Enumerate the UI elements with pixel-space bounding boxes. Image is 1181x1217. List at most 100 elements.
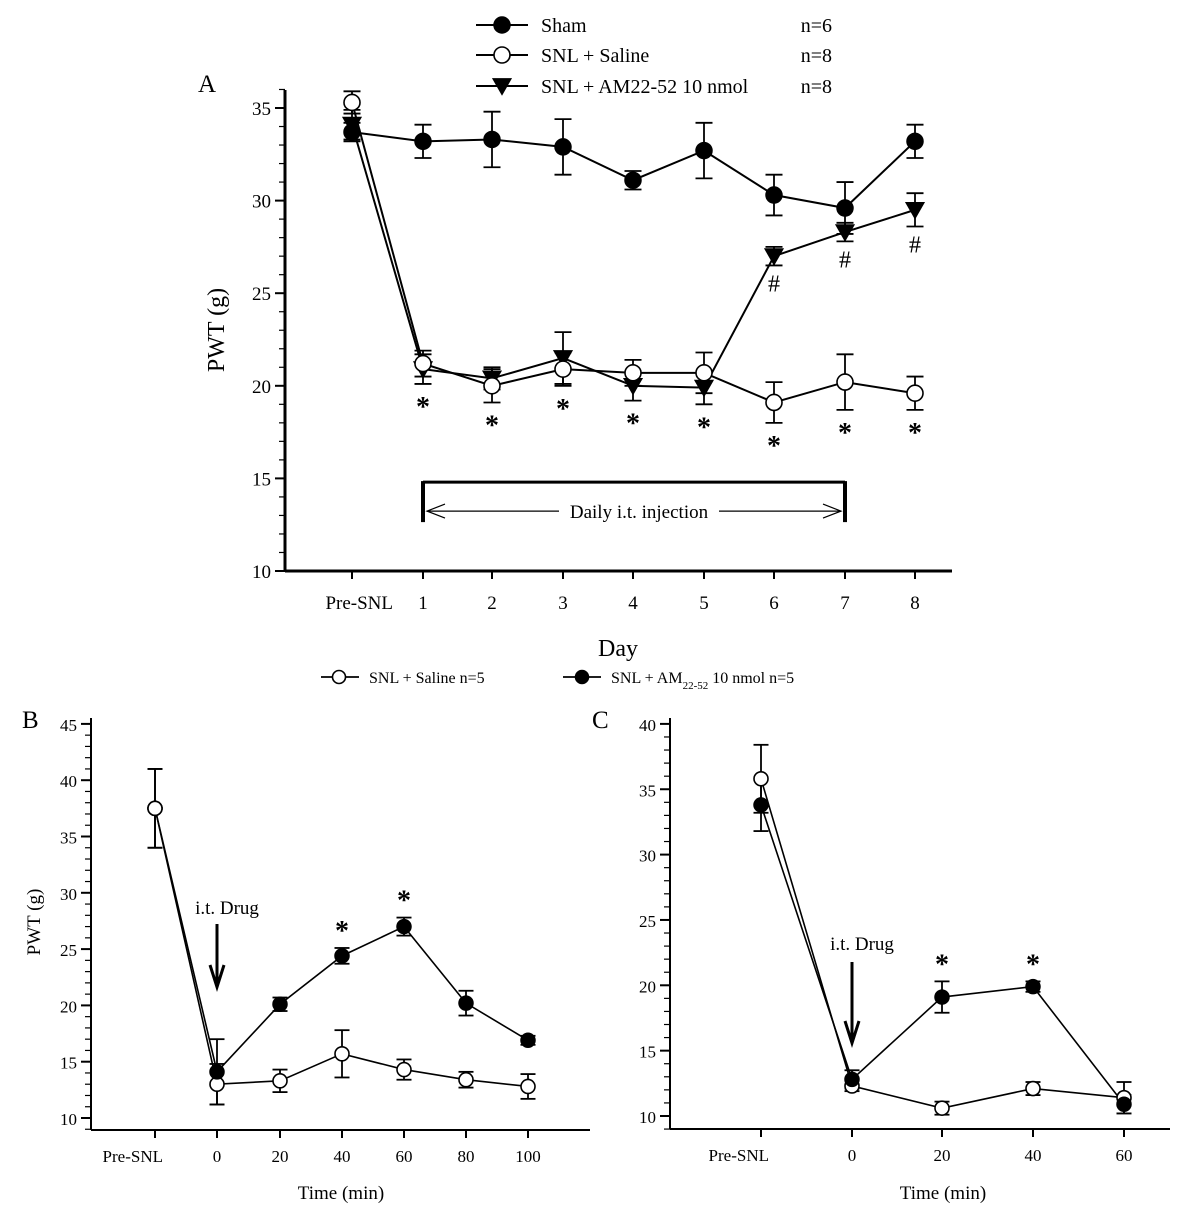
panel-a-data-point — [904, 202, 926, 220]
panel-a-y-tick-label: 10 — [252, 562, 271, 583]
panel-a-data-point — [763, 248, 785, 266]
panel-b-data-point — [458, 1071, 474, 1088]
panel-b-y-tick-label: 45 — [60, 716, 77, 735]
panel-b-data-point — [520, 1078, 536, 1095]
significance-star: * — [335, 916, 349, 947]
injection-arrow-left-head — [425, 503, 446, 519]
panel-a-data-point — [554, 138, 572, 156]
panel-a-data-point — [836, 199, 854, 217]
panel-b-x-tick-label: 80 — [458, 1147, 475, 1166]
panel-b: B PWT (g) Time (min) 10 15 20 25 30 35 40 45 Pre… — [22, 707, 590, 1204]
panel-a-data-point — [624, 364, 642, 382]
panel-a-x-tick-label: 1 — [418, 593, 428, 614]
significance-star: * — [697, 412, 711, 443]
panel-c-y-tick-label: 20 — [639, 977, 656, 996]
panel-a-plot: 10 15 20 25 30 35 Pre-SNL 1 2 3 4 5 6 7 8 * * * * * * * * # # # Da… — [252, 88, 952, 614]
panel-a-x-tick-label: 2 — [487, 593, 497, 614]
significance-hash: # — [909, 233, 921, 259]
panel-b-y-tick-label: 40 — [60, 772, 77, 791]
significance-star: * — [416, 392, 430, 423]
panel-a-y-title: PWT (g) — [204, 288, 230, 372]
panel-a-series-line — [351, 102, 916, 404]
panel-a-data-point — [906, 384, 924, 403]
panel-a-data-point — [765, 393, 783, 412]
panel-a-x-tick-label: Pre-SNL — [325, 593, 393, 614]
injection-label: Daily i.t. injection — [570, 502, 709, 523]
panel-a-series-line — [351, 131, 916, 210]
panel-b-x-tick-label: 60 — [396, 1147, 413, 1166]
panel-c-y-tick-label: 15 — [639, 1043, 656, 1062]
panel-b-plot: 10 15 20 25 30 35 40 45 Pre-SNL 0 20 40 60 80 100 i.t. … — [60, 716, 590, 1166]
panel-b-data-point — [520, 1032, 536, 1049]
panel-a-data-point — [906, 132, 924, 151]
panel-c-y-tick-label: 35 — [639, 781, 656, 800]
panel-c-y-tick-label: 30 — [639, 847, 656, 866]
panel-c-data-point — [1025, 1080, 1041, 1097]
panel-b-data-point — [396, 918, 412, 935]
panel-a-x-tick-label: 3 — [558, 593, 568, 614]
panel-c-data-point — [1025, 978, 1041, 995]
panel-c-data-point — [1116, 1096, 1132, 1112]
panel-b-y-tick-label: 15 — [60, 1054, 77, 1073]
panel-c: C Time (min) 10 15 20 25 30 35 40 Pre-SNL 0 20 40 6… — [592, 707, 1170, 1204]
panel-c-data-point — [844, 1071, 860, 1088]
panel-c-data-point — [934, 989, 950, 1005]
panel-a-label: A — [198, 71, 216, 98]
significance-star: * — [1026, 949, 1040, 980]
legend-bc-marker — [574, 669, 590, 685]
panel-c-x-tick-label: 0 — [848, 1146, 857, 1165]
legend-a-marker — [493, 16, 511, 34]
panel-a-data-point — [414, 354, 432, 373]
significance-star: * — [556, 394, 570, 425]
panel-a-y-tick-label: 25 — [252, 284, 271, 305]
panel-a-x-tick-label: 8 — [910, 593, 920, 614]
significance-star: * — [485, 410, 499, 441]
panel-a-legend: Sham n=6 SNL + Saline n=8 SNL + AM22-52 10 n… — [476, 15, 832, 98]
panel-b-x-tick-label: 0 — [213, 1147, 222, 1166]
panel-a-data-point — [834, 224, 856, 242]
panel-b-y-title: PWT (g) — [24, 889, 45, 956]
panel-a-x-tick-label: 7 — [840, 593, 850, 614]
panel-c-x-tick-label: 40 — [1025, 1146, 1042, 1165]
panel-a-data-point — [483, 130, 501, 149]
panel-b-y-tick-label: 30 — [60, 885, 77, 904]
panel-b-data-point — [334, 1046, 350, 1062]
panel-a-data-point — [341, 116, 363, 135]
panel-a-data-point — [552, 350, 574, 368]
panel-a-y-tick-label: 30 — [252, 192, 271, 213]
panel-a-x-title: Day — [598, 636, 638, 662]
panel-a-data-point — [765, 186, 783, 204]
panel-c-label: C — [592, 707, 609, 734]
panel-a-y-tick-label: 35 — [252, 99, 271, 120]
panel-c-x-tick-label: Pre-SNL — [709, 1146, 769, 1165]
panel-b-x-tick-label: 20 — [272, 1147, 289, 1166]
panel-b-x-title: Time (min) — [298, 1183, 384, 1204]
significance-hash: # — [839, 247, 851, 273]
panel-a-y-tick-label: 15 — [252, 469, 271, 490]
panel-b-data-point — [209, 1064, 225, 1080]
panel-a-data-point — [695, 141, 713, 160]
panel-c-data-point — [753, 797, 769, 813]
panel-c-y-tick-label: 40 — [639, 716, 656, 735]
panel-b-x-tick-label: 100 — [515, 1147, 541, 1166]
panel-b-label: B — [22, 707, 39, 734]
legend-a-label: SNL + Saline — [541, 45, 649, 67]
panel-b-data-point — [272, 996, 288, 1013]
panel-b-data-point — [147, 800, 163, 817]
panel-a-data-point — [695, 364, 713, 382]
panel-a-data-point — [624, 171, 642, 189]
panel-b-y-tick-label: 25 — [60, 941, 77, 960]
panel-c-drug-arrow-head — [843, 1020, 861, 1048]
significance-star: * — [908, 418, 922, 449]
legend-bc-label-subscript: 22-52 — [683, 680, 709, 692]
panel-a-x-tick-label: 4 — [628, 593, 638, 614]
panel-b-y-tick-label: 10 — [60, 1110, 77, 1129]
legend-a-n: n=6 — [801, 15, 832, 37]
panel-bc-legend: SNL + Saline n=5 SNL + AM22-52 10 nmol n=… — [321, 669, 794, 692]
panel-c-x-title: Time (min) — [900, 1183, 986, 1204]
legend-a-label: Sham — [541, 15, 587, 37]
panel-b-data-point — [458, 995, 474, 1011]
panel-b-y-tick-label: 35 — [60, 829, 77, 848]
legend-bc-label-prefix: SNL + AM — [611, 670, 683, 687]
